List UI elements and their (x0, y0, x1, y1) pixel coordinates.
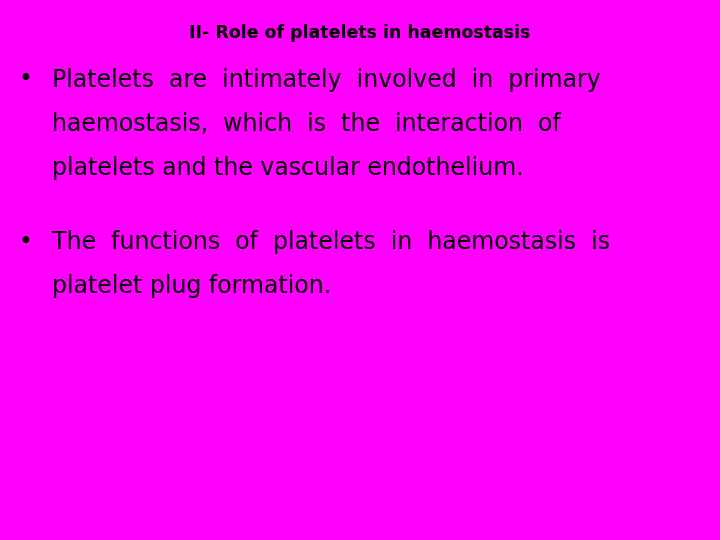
Text: haemostasis,  which  is  the  interaction  of: haemostasis, which is the interaction of (52, 112, 561, 136)
Text: The  functions  of  platelets  in  haemostasis  is: The functions of platelets in haemostasi… (52, 230, 610, 254)
Text: II- Role of platelets in haemostasis: II- Role of platelets in haemostasis (189, 24, 531, 42)
Text: platelets and the vascular endothelium.: platelets and the vascular endothelium. (52, 156, 523, 180)
Text: Platelets  are  intimately  involved  in  primary: Platelets are intimately involved in pri… (52, 68, 600, 91)
Text: •: • (18, 230, 32, 254)
Text: •: • (18, 68, 32, 91)
Text: platelet plug formation.: platelet plug formation. (52, 274, 331, 298)
